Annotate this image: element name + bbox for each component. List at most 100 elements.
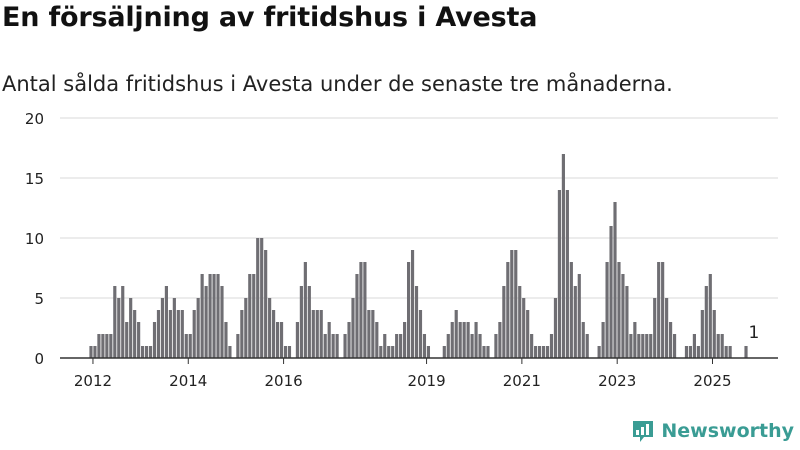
bar xyxy=(518,286,522,358)
bar xyxy=(275,322,280,358)
bar xyxy=(597,346,601,358)
bar xyxy=(410,250,415,358)
bar xyxy=(688,346,693,358)
bar xyxy=(117,298,121,358)
bar xyxy=(422,334,427,358)
bar xyxy=(399,334,403,358)
bar xyxy=(125,322,129,358)
bar xyxy=(581,322,585,358)
bar xyxy=(617,262,621,358)
data-label: 1 xyxy=(749,323,760,343)
bar xyxy=(121,286,125,358)
bar xyxy=(387,346,391,358)
bar xyxy=(307,286,311,358)
x-tick-label: 2023 xyxy=(598,372,636,390)
bar xyxy=(403,322,407,358)
bar xyxy=(188,334,192,358)
bar xyxy=(141,346,145,358)
bar xyxy=(534,346,538,358)
bar xyxy=(526,310,530,358)
bar xyxy=(641,334,645,358)
bar xyxy=(577,274,581,358)
bar xyxy=(236,334,240,358)
bar xyxy=(661,262,665,358)
bar xyxy=(160,298,165,358)
bar xyxy=(613,202,617,358)
bar xyxy=(700,310,704,358)
page-title: En försäljning av fritidshus i Avesta xyxy=(2,2,538,33)
newsworthy-logo-icon xyxy=(633,421,654,442)
bar xyxy=(621,274,625,358)
bar xyxy=(264,250,268,358)
bar xyxy=(137,322,141,358)
page-subtitle: Antal sålda fritidshus i Avesta under de… xyxy=(2,72,673,96)
bar xyxy=(359,262,363,358)
bar xyxy=(450,322,454,358)
bar xyxy=(458,322,462,358)
bar xyxy=(279,322,284,358)
bar xyxy=(101,334,105,358)
bar xyxy=(494,334,498,358)
bar xyxy=(383,334,387,358)
bar xyxy=(669,322,673,358)
bar xyxy=(240,310,244,358)
bar xyxy=(299,286,303,358)
bar xyxy=(561,154,565,358)
bar xyxy=(712,310,716,358)
bar xyxy=(506,262,510,358)
bar xyxy=(347,322,351,358)
bar xyxy=(311,310,315,358)
bar xyxy=(486,346,490,358)
bar xyxy=(252,274,256,358)
bar xyxy=(530,334,534,358)
bar xyxy=(549,334,554,358)
bar xyxy=(537,346,542,358)
bar xyxy=(109,334,113,358)
x-tick-label: 2025 xyxy=(693,372,731,390)
bar xyxy=(498,322,502,358)
bar xyxy=(629,334,633,358)
bar xyxy=(176,310,180,358)
bar xyxy=(601,322,605,358)
bar xyxy=(192,310,196,358)
bar xyxy=(744,346,748,358)
bar xyxy=(152,322,157,358)
bar xyxy=(545,346,550,358)
bar xyxy=(569,262,573,358)
bar xyxy=(97,334,101,358)
bar xyxy=(113,286,117,358)
bar xyxy=(363,262,367,358)
x-tick-label: 2014 xyxy=(169,372,207,390)
bar xyxy=(665,298,669,358)
bar xyxy=(454,310,458,358)
x-tick-label: 2019 xyxy=(407,372,445,390)
x-tick-label: 2012 xyxy=(74,372,112,390)
bar xyxy=(442,346,446,358)
bar xyxy=(105,334,109,358)
bar xyxy=(541,346,546,358)
bar xyxy=(446,334,450,358)
bar xyxy=(637,334,641,358)
bar xyxy=(657,262,661,358)
bar xyxy=(335,334,339,358)
bar xyxy=(89,346,93,358)
bar xyxy=(244,298,248,358)
bar xyxy=(514,250,518,358)
bar xyxy=(93,346,97,358)
y-tick-label: 5 xyxy=(34,290,44,308)
bar xyxy=(200,274,204,358)
bar xyxy=(371,310,375,358)
bar xyxy=(605,262,609,358)
bar xyxy=(522,298,526,358)
bar xyxy=(256,238,260,358)
bar xyxy=(212,274,216,358)
bar xyxy=(287,346,292,358)
bar xyxy=(672,334,677,358)
bar xyxy=(268,298,272,358)
bar xyxy=(283,346,288,358)
bar xyxy=(228,346,232,358)
bar xyxy=(704,286,708,358)
bar xyxy=(379,346,383,358)
bar xyxy=(224,322,228,358)
y-tick-label: 0 xyxy=(34,350,44,368)
